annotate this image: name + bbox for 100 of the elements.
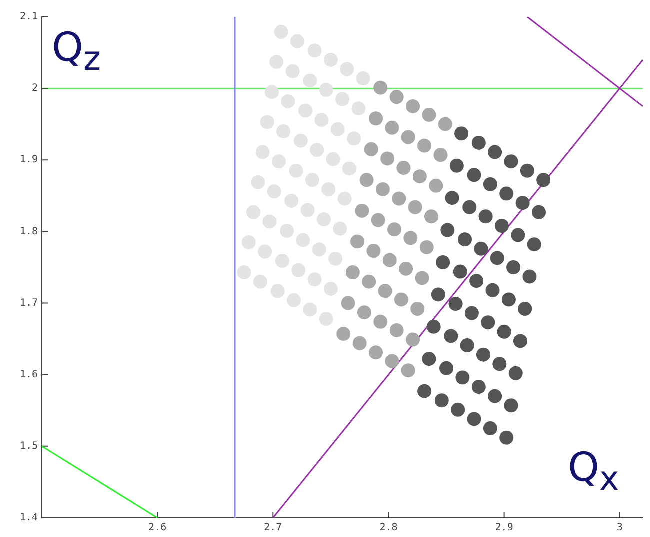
point <box>324 282 338 296</box>
point <box>516 196 530 210</box>
y-tick-label: 1.7 <box>20 298 38 309</box>
point <box>456 370 470 385</box>
point <box>336 327 351 342</box>
point <box>406 99 420 114</box>
point <box>494 218 509 233</box>
x-tick-label: 2.6 <box>148 522 167 534</box>
point <box>476 348 491 362</box>
point <box>303 74 318 88</box>
point <box>436 255 450 270</box>
point <box>324 52 338 67</box>
point <box>265 85 279 100</box>
point <box>385 354 400 368</box>
point <box>347 132 362 146</box>
x-tick-label: 3 <box>616 522 623 534</box>
point <box>319 83 334 98</box>
point <box>338 192 352 206</box>
point <box>369 346 384 360</box>
point <box>408 200 422 214</box>
point <box>458 232 472 247</box>
point <box>356 72 370 86</box>
point <box>253 274 268 289</box>
point <box>464 306 479 320</box>
point <box>415 271 430 286</box>
point <box>385 120 400 135</box>
point <box>522 270 537 284</box>
point <box>378 284 392 298</box>
point <box>404 231 418 246</box>
point <box>467 412 482 426</box>
point <box>310 143 324 158</box>
point <box>340 62 354 76</box>
point <box>333 222 348 236</box>
point <box>246 205 261 220</box>
y-tick-label: 1.6 <box>20 369 38 380</box>
point <box>453 264 468 279</box>
point <box>382 253 397 268</box>
point <box>292 263 306 278</box>
x-tick-label: 2.9 <box>495 522 514 534</box>
point <box>355 204 370 218</box>
point <box>280 224 294 238</box>
point <box>394 292 408 307</box>
point <box>388 222 402 237</box>
point <box>272 154 286 169</box>
point <box>520 164 534 178</box>
x-tick-label: 2.7 <box>264 522 282 534</box>
point <box>406 332 420 347</box>
point <box>390 323 404 338</box>
point <box>536 173 551 188</box>
point <box>431 288 446 302</box>
point <box>294 134 308 148</box>
point <box>454 126 469 141</box>
point <box>486 283 500 298</box>
point <box>422 108 436 122</box>
point <box>376 182 390 196</box>
point <box>500 430 514 445</box>
point <box>472 380 486 394</box>
point <box>438 117 452 132</box>
point <box>483 177 498 192</box>
point <box>502 292 516 307</box>
point <box>360 173 374 188</box>
point <box>251 175 266 190</box>
point <box>275 254 290 268</box>
point <box>434 394 449 408</box>
point <box>422 352 436 366</box>
point <box>445 191 460 206</box>
y-tick-label: 1.9 <box>20 154 38 166</box>
point <box>508 366 523 380</box>
point <box>366 244 381 258</box>
point <box>440 223 455 238</box>
y-tick-label: 1.4 <box>20 512 38 524</box>
point <box>242 235 256 250</box>
point <box>513 334 528 348</box>
point <box>290 34 304 48</box>
point <box>429 178 444 193</box>
point <box>352 336 367 350</box>
y-tick-label: 2.1 <box>20 12 38 23</box>
point <box>369 112 384 126</box>
point <box>314 113 329 128</box>
point <box>434 148 448 162</box>
point <box>317 212 332 227</box>
point <box>270 284 285 298</box>
point <box>289 164 304 178</box>
point <box>270 55 284 70</box>
point <box>401 364 416 378</box>
point <box>488 145 502 160</box>
point <box>467 168 482 182</box>
point <box>319 312 334 326</box>
point <box>286 293 301 308</box>
point <box>308 272 322 287</box>
point <box>500 186 514 201</box>
point <box>286 64 300 78</box>
point <box>483 422 498 436</box>
point <box>396 161 411 176</box>
point <box>440 361 454 376</box>
point <box>357 306 372 320</box>
point <box>336 92 350 106</box>
point <box>420 240 434 254</box>
point <box>401 130 416 144</box>
point <box>267 184 282 199</box>
